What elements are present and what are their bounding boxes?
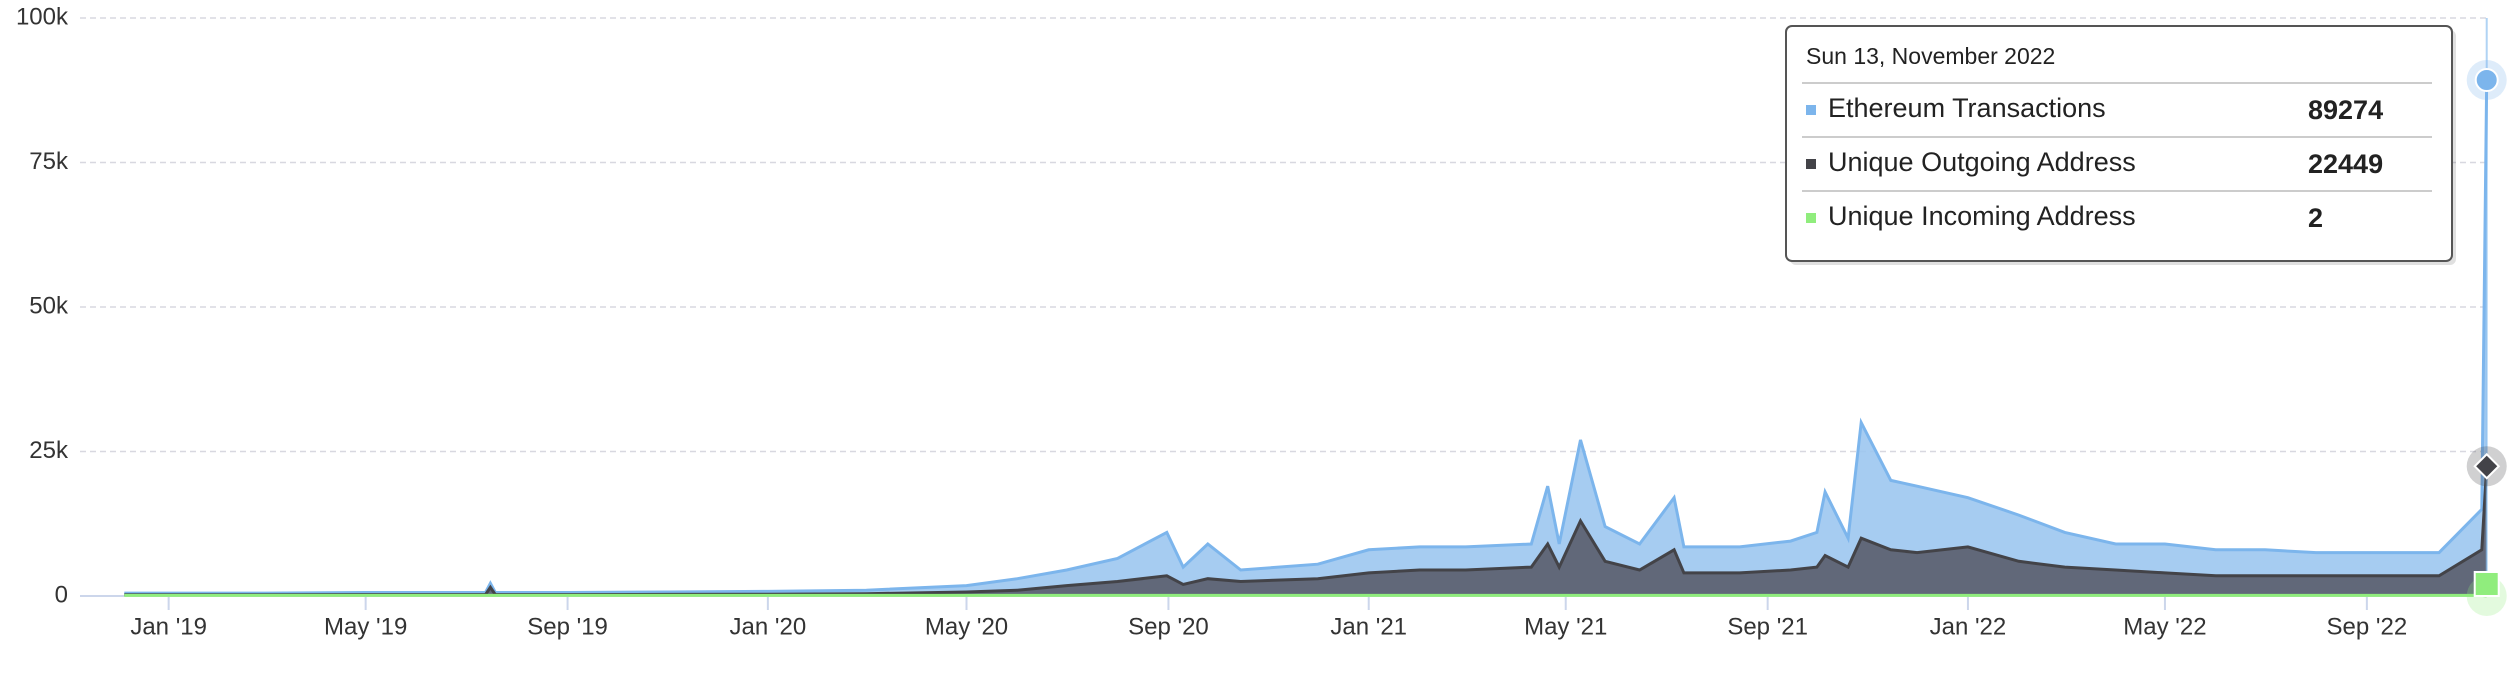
x-tick-label: Jan '20	[730, 613, 807, 640]
y-tick-label: 75k	[29, 148, 69, 175]
hover-marker	[2473, 570, 2500, 597]
x-tick-label: Jan '19	[130, 613, 207, 640]
x-tick-label: May '19	[324, 613, 407, 640]
legend-swatch	[1806, 213, 1816, 223]
y-tick-label: 0	[55, 581, 68, 608]
x-tick-label: Sep '22	[2327, 613, 2408, 640]
area-line	[124, 593, 2487, 598]
y-tick-label: 100k	[16, 3, 69, 30]
y-tick-label: 25k	[29, 437, 69, 464]
x-tick-label: May '20	[925, 613, 1008, 640]
legend-swatch	[1806, 105, 1816, 115]
legend-label: Unique Outgoing Address	[1828, 147, 2136, 177]
legend-label: Ethereum Transactions	[1828, 93, 2106, 123]
x-tick-label: Jan '22	[1930, 613, 2007, 640]
tooltip-value: 89274	[2308, 95, 2383, 125]
hover-marker	[2474, 67, 2499, 92]
area-line	[124, 79, 2489, 595]
legend-swatch	[1806, 159, 1816, 169]
x-tick-label: May '21	[1524, 613, 1607, 640]
x-tick-label: Jan '21	[1330, 613, 1407, 640]
y-tick-label: 50k	[29, 292, 69, 319]
tooltip-value: 2	[2308, 203, 2323, 233]
tooltip-title: Sun 13, November 2022	[1806, 43, 2055, 69]
hover-marker	[2473, 452, 2501, 480]
x-tick-label: Sep '20	[1128, 613, 1209, 640]
tooltip-value: 22449	[2308, 149, 2383, 179]
x-tick-label: Sep '19	[527, 613, 608, 640]
tooltip-box	[1785, 25, 2453, 262]
x-tick-label: May '22	[2123, 613, 2206, 640]
legend-label: Unique Incoming Address	[1828, 201, 2136, 231]
x-tick-label: Sep '21	[1727, 613, 1808, 640]
tooltip: Sun 13, November 2022 Ethereum Transactio…	[1785, 25, 2456, 265]
area-fill	[124, 466, 2487, 596]
